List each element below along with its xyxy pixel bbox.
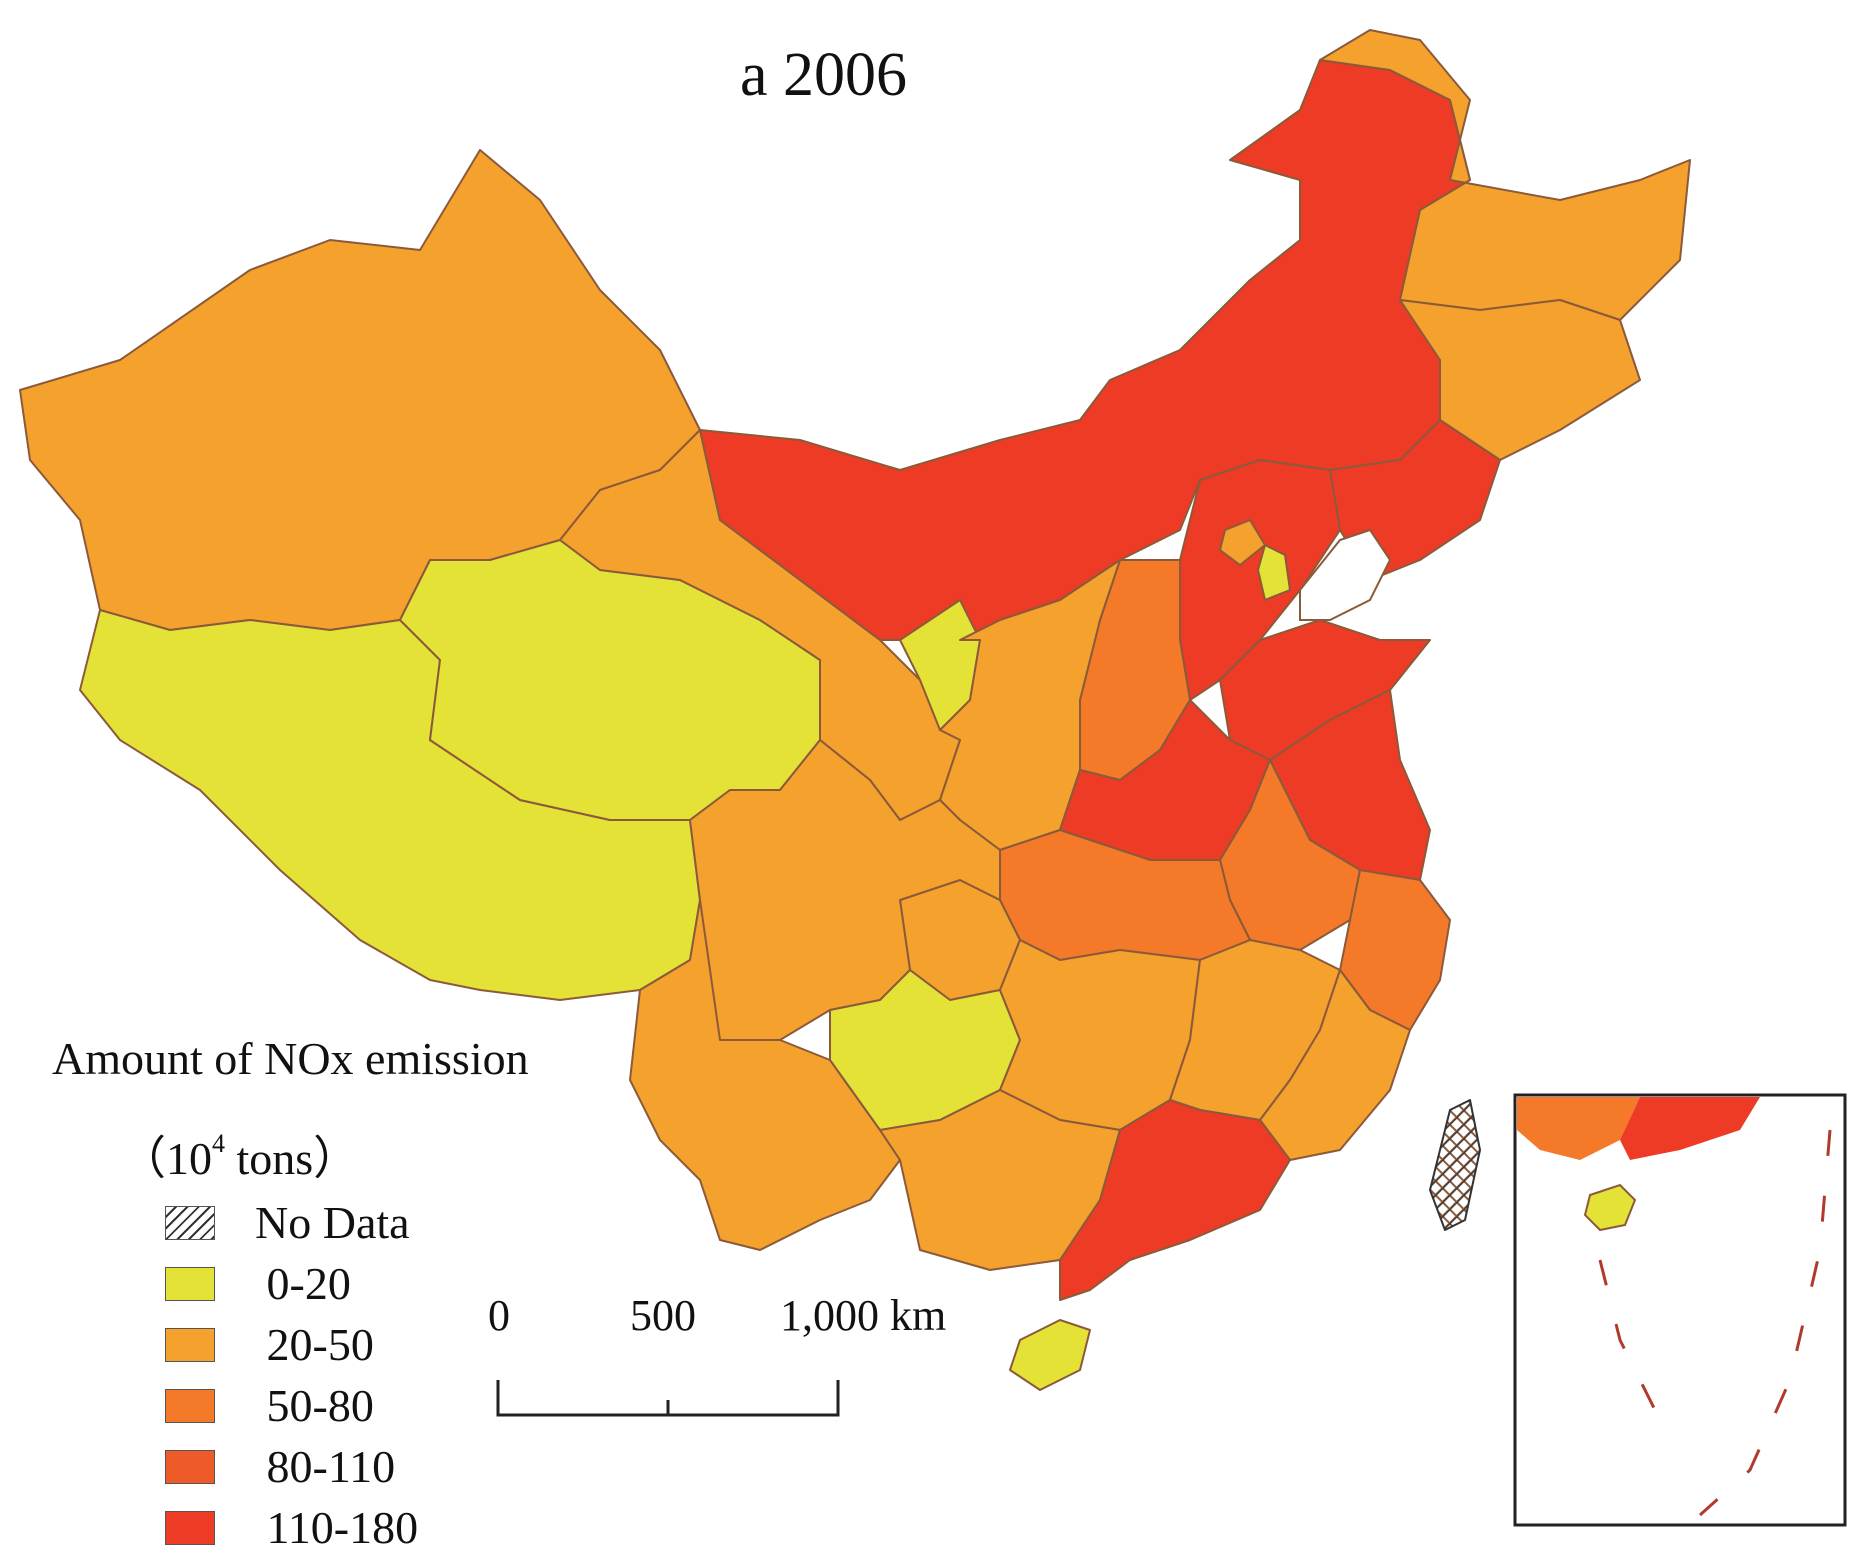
region-jilin	[1399, 299, 1641, 461]
region-tianjin	[1257, 544, 1291, 601]
legend-label: 0-20	[255, 1258, 351, 1309]
legend-swatch-80-110	[165, 1449, 215, 1484]
south-china-sea-inset	[1513, 1093, 1847, 1527]
legend-swatch-0-20	[165, 1266, 215, 1301]
legend-label: 110-180	[255, 1502, 419, 1553]
legend-item-50-80: 50-80	[165, 1375, 418, 1436]
legend-list: No Data 0-20 20-50 50-80 80-110 110-180	[165, 1192, 418, 1558]
scale-bar-line	[496, 1380, 840, 1417]
legend-item-20-50: 20-50	[165, 1314, 418, 1375]
legend-unit: （104 tons）	[120, 1122, 359, 1188]
legend-item-0-20: 0-20	[165, 1253, 418, 1314]
legend-unit-exponent: 4	[212, 1129, 225, 1158]
region-guangdong	[1059, 1099, 1291, 1301]
legend-item-no-data: No Data	[165, 1192, 418, 1253]
scale-label-0: 0	[488, 1291, 510, 1340]
map-title: a 2006	[740, 41, 908, 109]
region-yunnan	[629, 899, 901, 1251]
legend-swatch-110-180	[165, 1510, 215, 1545]
legend-label: 50-80	[255, 1380, 374, 1431]
legend-unit-suffix: tons）	[225, 1133, 360, 1184]
region-heilongjiang	[1319, 29, 1691, 321]
region-hainan	[1009, 1319, 1091, 1391]
legend-unit-prefix: （10	[120, 1133, 212, 1184]
legend-item-110-180: 110-180	[165, 1497, 418, 1558]
region-beijing	[1219, 519, 1266, 566]
region-taiwan	[1429, 1099, 1481, 1231]
legend-label: 80-110	[255, 1441, 396, 1492]
legend-swatch-20-50	[165, 1327, 215, 1362]
legend-label: 20-50	[255, 1319, 374, 1370]
scale-bar: 0 500 1,000 km	[480, 1290, 946, 1430]
legend-swatch-no-data	[165, 1205, 215, 1240]
bohai-sea	[1299, 528, 1392, 621]
scale-label-500: 500	[630, 1291, 696, 1340]
scale-label-1000: 1,000 km	[780, 1291, 947, 1340]
legend-label: No Data	[255, 1197, 410, 1248]
legend-item-80-110: 80-110	[165, 1436, 418, 1497]
region-fujian	[1259, 969, 1411, 1161]
legend-title: Amount of NOx emission	[52, 1033, 529, 1084]
legend-swatch-50-80	[165, 1388, 215, 1423]
